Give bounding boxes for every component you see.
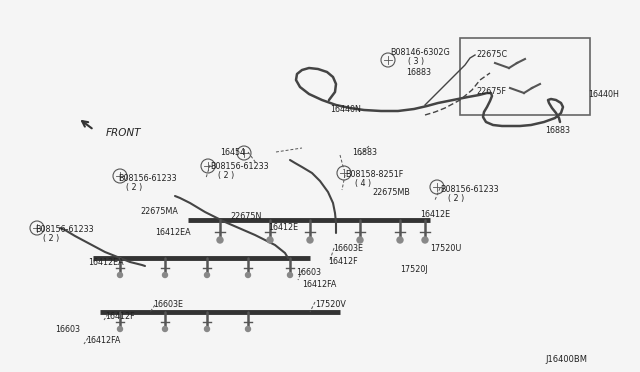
Text: 16412F: 16412F xyxy=(105,312,134,321)
Text: B08158-8251F: B08158-8251F xyxy=(345,170,403,179)
Text: 22675N: 22675N xyxy=(230,212,261,221)
Text: 16412EA: 16412EA xyxy=(88,258,124,267)
Circle shape xyxy=(246,327,250,331)
Text: 17520V: 17520V xyxy=(315,300,346,309)
Text: J16400BM: J16400BM xyxy=(545,355,587,364)
Circle shape xyxy=(307,237,313,243)
Text: B08156-61233: B08156-61233 xyxy=(35,225,93,234)
Text: 16412FA: 16412FA xyxy=(302,280,337,289)
Text: 17520U: 17520U xyxy=(430,244,461,253)
Circle shape xyxy=(397,237,403,243)
Text: 16883: 16883 xyxy=(352,148,377,157)
Circle shape xyxy=(118,327,122,331)
Text: ( 2 ): ( 2 ) xyxy=(126,183,142,192)
Circle shape xyxy=(205,327,209,331)
Text: 16412E: 16412E xyxy=(268,223,298,232)
Circle shape xyxy=(246,273,250,278)
Circle shape xyxy=(118,273,122,278)
Text: 16883: 16883 xyxy=(545,126,570,135)
Text: 17520J: 17520J xyxy=(400,265,428,274)
Text: 16454: 16454 xyxy=(220,148,245,157)
Text: 16603: 16603 xyxy=(296,268,321,277)
Text: ( 4 ): ( 4 ) xyxy=(355,179,371,188)
Text: 22675C: 22675C xyxy=(476,50,507,59)
Text: B08146-6302G: B08146-6302G xyxy=(390,48,450,57)
Text: 16603E: 16603E xyxy=(153,300,183,309)
Text: FRONT: FRONT xyxy=(106,128,141,138)
Text: 16412FA: 16412FA xyxy=(86,336,120,345)
Text: 22675MA: 22675MA xyxy=(140,207,178,216)
Text: ( 2 ): ( 2 ) xyxy=(43,234,60,243)
Text: 16603E: 16603E xyxy=(333,244,363,253)
Text: 22675MB: 22675MB xyxy=(372,188,410,197)
Text: 16603: 16603 xyxy=(55,325,80,334)
Circle shape xyxy=(267,237,273,243)
Text: ( 2 ): ( 2 ) xyxy=(218,171,234,180)
Circle shape xyxy=(163,273,168,278)
Text: ( 2 ): ( 2 ) xyxy=(448,194,464,203)
Text: 16440N: 16440N xyxy=(330,105,361,114)
Bar xyxy=(460,38,590,115)
Text: 16440H: 16440H xyxy=(588,90,619,99)
Text: B08156-61233: B08156-61233 xyxy=(118,174,177,183)
Text: 16412F: 16412F xyxy=(328,257,358,266)
Text: B08156-61233: B08156-61233 xyxy=(210,162,269,171)
Circle shape xyxy=(357,237,363,243)
Text: 22675F: 22675F xyxy=(476,87,506,96)
Text: ( 3 ): ( 3 ) xyxy=(408,57,424,66)
Text: 16412EA: 16412EA xyxy=(155,228,191,237)
Text: B08156-61233: B08156-61233 xyxy=(440,185,499,194)
Circle shape xyxy=(422,237,428,243)
Text: 16412E: 16412E xyxy=(420,210,450,219)
Circle shape xyxy=(163,327,168,331)
Text: 16883: 16883 xyxy=(406,68,431,77)
Circle shape xyxy=(217,237,223,243)
Circle shape xyxy=(287,273,292,278)
Circle shape xyxy=(205,273,209,278)
